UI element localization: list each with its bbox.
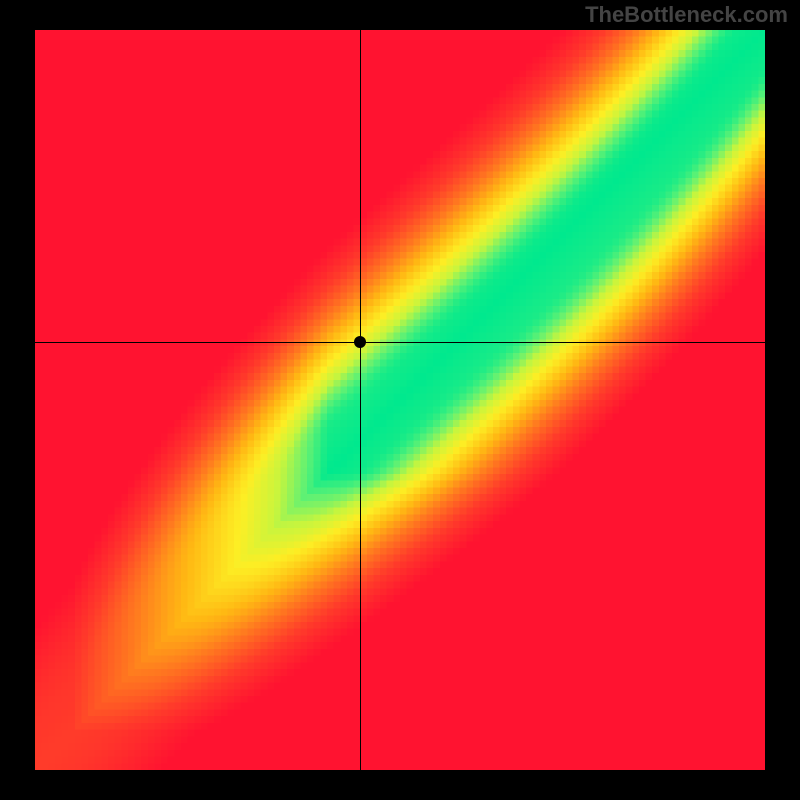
- crosshair-vertical: [360, 30, 361, 770]
- crosshair-horizontal: [35, 342, 765, 343]
- watermark-text: TheBottleneck.com: [585, 2, 788, 28]
- chart-container: TheBottleneck.com: [0, 0, 800, 800]
- data-point-marker: [354, 336, 366, 348]
- heatmap-canvas: [35, 30, 765, 770]
- heatmap-plot: [35, 30, 765, 770]
